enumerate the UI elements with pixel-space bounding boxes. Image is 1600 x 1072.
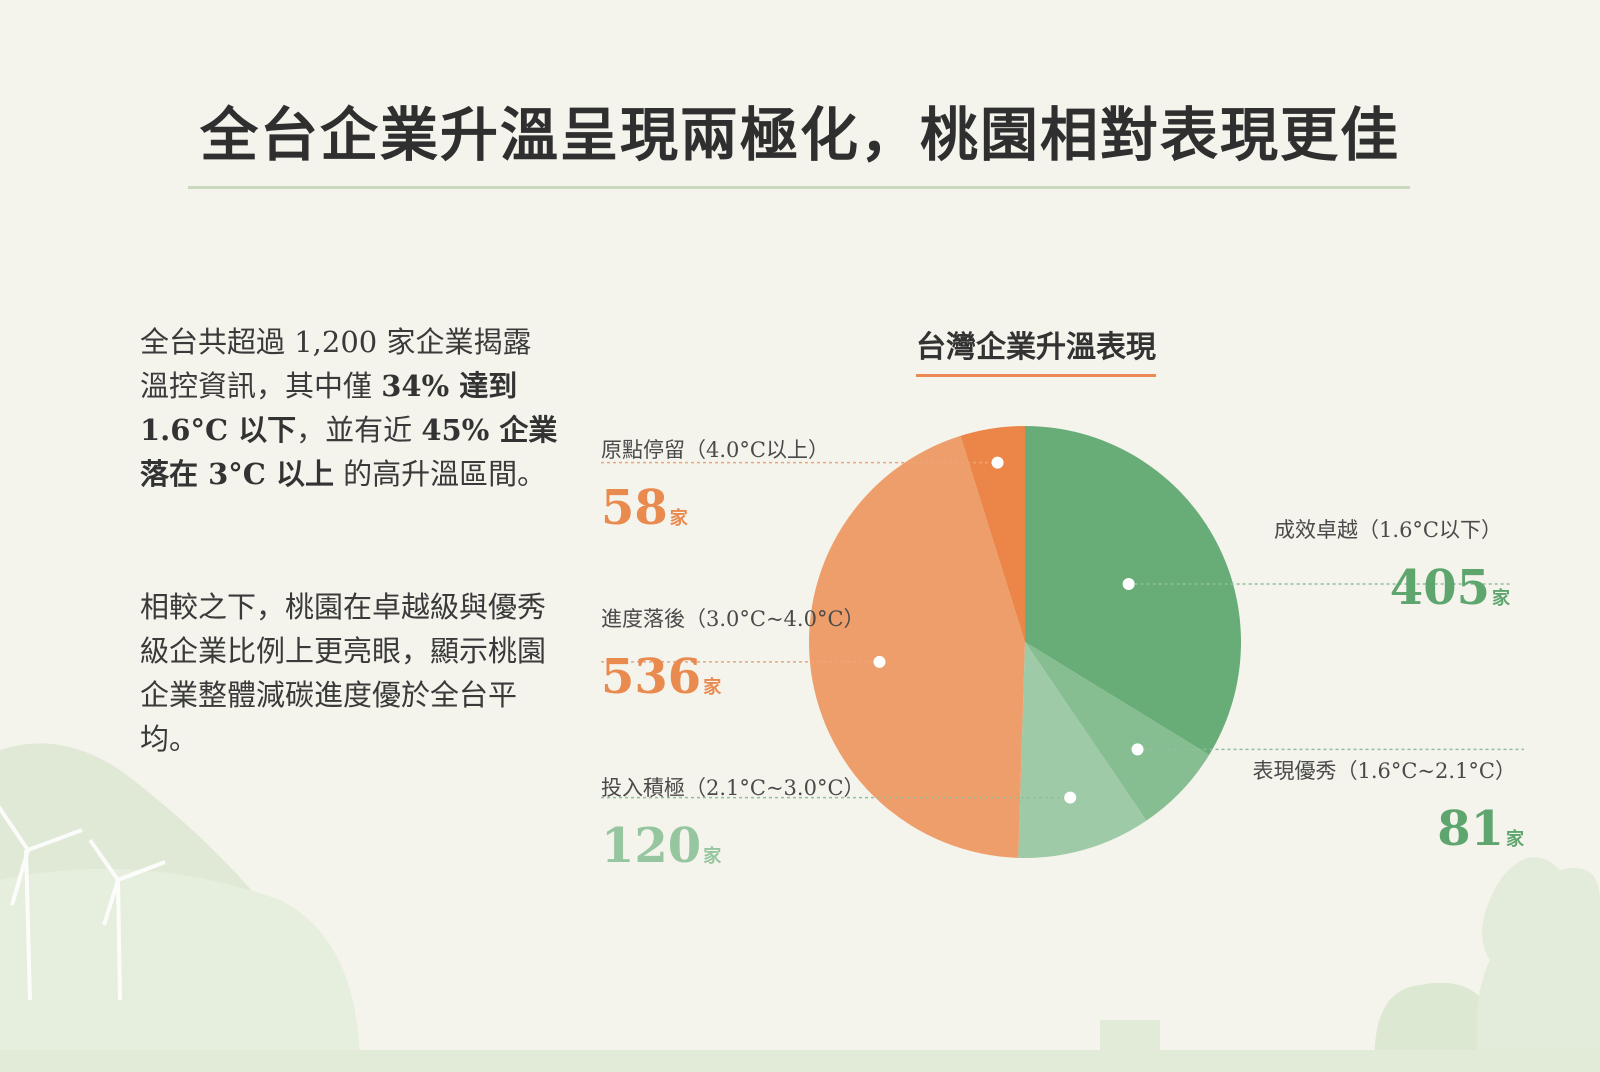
marker-dot-stuck xyxy=(991,456,1004,469)
pie-slice-stuck xyxy=(960,426,1025,642)
page-headline: 全台企業升溫呈現兩極化，桃園相對表現更佳 xyxy=(199,101,1400,169)
pie-slice-active xyxy=(1018,642,1147,858)
pie-slice-excellent xyxy=(1025,426,1242,755)
marker-dot-excellent xyxy=(1122,577,1135,590)
pie-slice-good xyxy=(1025,642,1210,821)
value-good: 81 家 xyxy=(1437,801,1524,857)
intro-paragraph-2: 相較之下，桃園在卓越級與優秀級企業比例上更亮眼，顯示桃園企業整體減碳進度優於全台… xyxy=(140,585,560,761)
value-active: 120 家 xyxy=(601,818,722,874)
intro-paragraph-2-text: 相較之下，桃園在卓越級與優秀級企業比例上更亮眼，顯示桃園企業整體減碳進度優於全台… xyxy=(140,590,547,756)
label-stuck: 原點停留（4.0°C以上） xyxy=(601,438,829,462)
marker-dot-good xyxy=(1131,743,1144,756)
intro-paragraph-1: 全台共超過 1,200 家企業揭露溫控資訊，其中僅 34% 達到 1.6°C 以… xyxy=(140,320,560,496)
intro-p1-segment-0: 全台共超過 1,200 家企業揭露溫控資訊，其中僅 xyxy=(140,325,532,403)
intro-p1-segment-4: 的高升溫區間。 xyxy=(333,457,547,491)
value-stuck: 58 家 xyxy=(601,480,688,536)
label-behind: 進度落後（3.0°C~4.0°C） xyxy=(601,607,865,631)
marker-dot-behind xyxy=(873,655,886,668)
headline-divider xyxy=(188,186,1410,189)
label-excellent: 成效卓越（1.6°C以下） xyxy=(1274,518,1502,542)
label-good: 表現優秀（1.6°C~2.1°C） xyxy=(1252,759,1516,783)
value-excellent: 405 家 xyxy=(1389,560,1510,616)
intro-p1-segment-1: 34% 達到 1.6°C 以下 xyxy=(140,369,518,447)
marker-dot-active xyxy=(1064,791,1077,804)
chart-title: 台灣企業升溫表現 xyxy=(916,322,1156,377)
value-behind: 536 家 xyxy=(601,649,722,705)
intro-p1-segment-3: 45% 企業落在 3°C 以上 xyxy=(140,413,558,491)
pie-slice-behind xyxy=(809,435,1025,858)
intro-p1-segment-2: ，並有近 xyxy=(296,413,422,447)
label-active: 投入積極（2.1°C~3.0°C） xyxy=(601,776,865,800)
